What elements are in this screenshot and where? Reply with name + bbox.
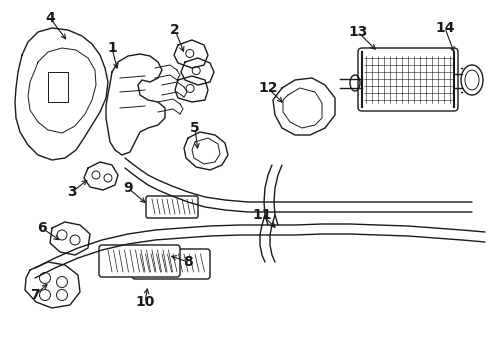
Text: 3: 3: [67, 185, 77, 199]
Text: 8: 8: [183, 255, 193, 269]
Text: 4: 4: [45, 11, 55, 25]
FancyBboxPatch shape: [358, 48, 458, 111]
Text: 14: 14: [435, 21, 455, 35]
Text: 13: 13: [348, 25, 368, 39]
Text: 11: 11: [252, 208, 272, 222]
Text: 6: 6: [37, 221, 47, 235]
FancyBboxPatch shape: [99, 245, 180, 277]
Text: 12: 12: [258, 81, 278, 95]
FancyBboxPatch shape: [146, 196, 198, 218]
FancyBboxPatch shape: [132, 249, 210, 279]
Text: 1: 1: [107, 41, 117, 55]
Text: 9: 9: [123, 181, 133, 195]
Text: 5: 5: [190, 121, 200, 135]
Text: 7: 7: [30, 288, 40, 302]
Text: 10: 10: [135, 295, 155, 309]
Text: 2: 2: [170, 23, 180, 37]
